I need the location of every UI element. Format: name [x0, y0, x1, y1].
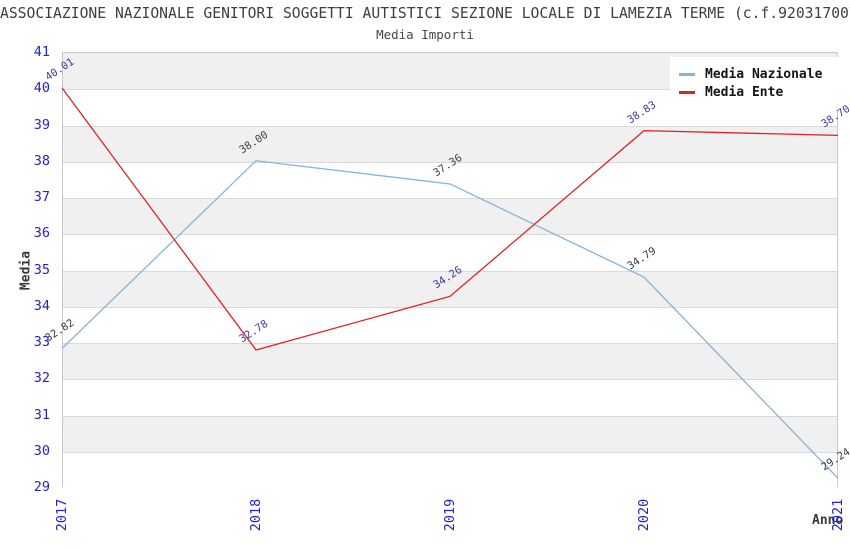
grid-band: [63, 198, 837, 235]
grid-band: [63, 306, 837, 343]
legend-label-media-ente: Media Ente: [705, 85, 784, 100]
y-tick-label: 40: [33, 80, 50, 97]
grid-band: [63, 343, 837, 380]
legend-item-media-nazionale: Media Nazionale: [679, 67, 822, 82]
media-nazionale-line-swatch: [679, 73, 695, 76]
y-tick-label: 39: [33, 116, 50, 133]
grid-band: [63, 125, 837, 162]
y-tick-label: 29: [33, 479, 50, 495]
gridline: [63, 379, 837, 381]
y-tick-label: 38: [33, 152, 50, 169]
gridline: [63, 234, 837, 236]
gridline: [63, 270, 837, 272]
x-axis-label: Anno: [812, 513, 844, 528]
y-axis-label: Media: [18, 250, 34, 291]
grid-band: [63, 161, 837, 198]
chart-subtitle: Media Importi: [376, 27, 474, 42]
gridline: [63, 125, 837, 127]
y-tick-label: 30: [33, 442, 50, 459]
grid-band: [63, 270, 837, 307]
y-tick-label: 31: [33, 406, 50, 423]
legend-item-media-ente: Media Ente: [679, 85, 822, 100]
grid-band: [63, 451, 837, 488]
y-tick-label: 33: [33, 334, 50, 350]
media-ente-line-swatch: [679, 91, 695, 94]
gridline: [63, 306, 837, 308]
x-tick-label: 2018: [248, 498, 264, 532]
gridline: [63, 198, 837, 199]
grid-band: [63, 234, 837, 271]
x-tick-label: 2020: [636, 498, 652, 532]
grid-band: [63, 379, 837, 416]
chart-title: ASSOCIAZIONE NAZIONALE GENITORI SOGGETTI…: [0, 5, 850, 22]
y-tick-label: 32: [33, 370, 50, 387]
gridline: [63, 415, 837, 417]
y-tick-label: 37: [33, 189, 50, 205]
x-tick-label: 2017: [54, 498, 70, 532]
gridline: [63, 161, 837, 163]
plot-area: [62, 52, 838, 488]
legend-label-media-nazionale: Media Nazionale: [705, 67, 823, 82]
y-tick-label: 41: [33, 44, 50, 60]
grid-band: [63, 415, 837, 452]
legend: Media Nazionale Media Ente: [670, 57, 839, 110]
x-tick-label: 2019: [442, 498, 458, 532]
gridline: [63, 451, 837, 453]
gridline: [63, 343, 837, 344]
